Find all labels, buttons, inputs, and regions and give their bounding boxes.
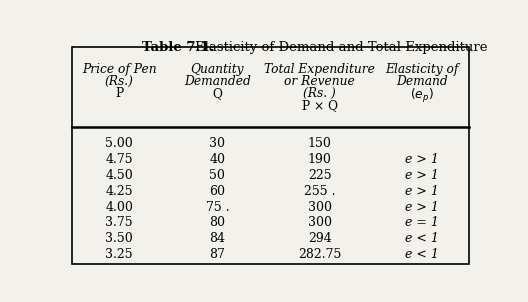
Text: e > 1: e > 1 <box>405 153 439 166</box>
Text: 3.25: 3.25 <box>106 248 133 261</box>
Text: 300: 300 <box>308 217 332 230</box>
Text: Q: Q <box>212 87 222 100</box>
Text: P × Q: P × Q <box>301 99 338 112</box>
Text: 294: 294 <box>308 232 332 245</box>
Text: 60: 60 <box>210 185 225 198</box>
Text: or Revenue: or Revenue <box>285 75 355 88</box>
Text: 75 .: 75 . <box>205 201 229 214</box>
Text: 150: 150 <box>308 137 332 150</box>
Text: 3.50: 3.50 <box>105 232 133 245</box>
Text: Demanded: Demanded <box>184 75 251 88</box>
Text: 4.75: 4.75 <box>106 153 133 166</box>
Text: Elasticity of: Elasticity of <box>385 63 459 76</box>
Text: (Rs.): (Rs.) <box>105 75 134 88</box>
Text: e < 1: e < 1 <box>405 248 439 261</box>
Text: e > 1: e > 1 <box>405 201 439 214</box>
Text: 40: 40 <box>210 153 225 166</box>
Text: 84: 84 <box>210 232 225 245</box>
Text: e > 1: e > 1 <box>405 169 439 182</box>
Text: 282.75: 282.75 <box>298 248 342 261</box>
Text: $(e_p)$: $(e_p)$ <box>410 87 434 105</box>
Text: Price of Pen: Price of Pen <box>82 63 156 76</box>
Text: 3.75: 3.75 <box>106 217 133 230</box>
Text: 4.25: 4.25 <box>106 185 133 198</box>
Text: e < 1: e < 1 <box>405 232 439 245</box>
Text: 87: 87 <box>210 248 225 261</box>
Text: e = 1: e = 1 <box>405 217 439 230</box>
Text: 4.50: 4.50 <box>105 169 133 182</box>
Text: Table 7.1.: Table 7.1. <box>142 41 214 54</box>
Text: 30: 30 <box>210 137 225 150</box>
Text: 255 .: 255 . <box>304 185 335 198</box>
Text: Elasticity of Demand and Total Expenditure: Elasticity of Demand and Total Expenditu… <box>195 41 487 54</box>
Text: Demand: Demand <box>396 75 448 88</box>
Text: 225: 225 <box>308 169 332 182</box>
Text: Total Expenditure: Total Expenditure <box>265 63 375 76</box>
Text: e > 1: e > 1 <box>405 185 439 198</box>
Text: Quantity: Quantity <box>191 63 244 76</box>
Text: 190: 190 <box>308 153 332 166</box>
Text: 4.00: 4.00 <box>105 201 133 214</box>
Text: P: P <box>115 87 123 100</box>
Text: 80: 80 <box>210 217 225 230</box>
Text: (Rs. ): (Rs. ) <box>303 87 336 100</box>
Text: 50: 50 <box>210 169 225 182</box>
Text: 300: 300 <box>308 201 332 214</box>
Text: 5.00: 5.00 <box>105 137 133 150</box>
